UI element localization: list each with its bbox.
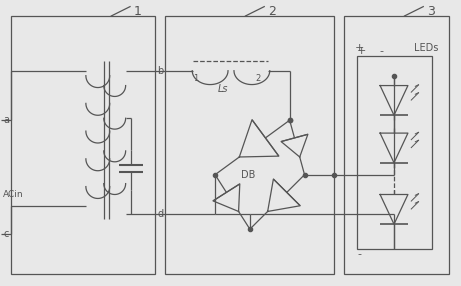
Text: DB: DB <box>241 170 255 180</box>
Bar <box>357 56 432 249</box>
Text: c: c <box>3 229 9 239</box>
Text: LEDs: LEDs <box>414 43 438 53</box>
Bar <box>344 16 449 274</box>
Text: ACin: ACin <box>3 190 24 199</box>
Text: -: - <box>357 249 361 259</box>
Text: 2: 2 <box>256 74 261 83</box>
Text: +: + <box>355 43 364 53</box>
Text: b: b <box>158 66 164 76</box>
Text: Ls: Ls <box>218 84 229 94</box>
Text: 3: 3 <box>427 5 435 18</box>
Text: 1: 1 <box>193 74 199 83</box>
Text: 2: 2 <box>268 5 276 18</box>
Text: a: a <box>3 115 9 125</box>
Text: d: d <box>158 209 164 219</box>
Bar <box>12 16 155 274</box>
Bar <box>165 16 334 274</box>
Text: -: - <box>379 46 383 56</box>
Text: +: + <box>357 46 366 56</box>
Text: 1: 1 <box>134 5 142 18</box>
